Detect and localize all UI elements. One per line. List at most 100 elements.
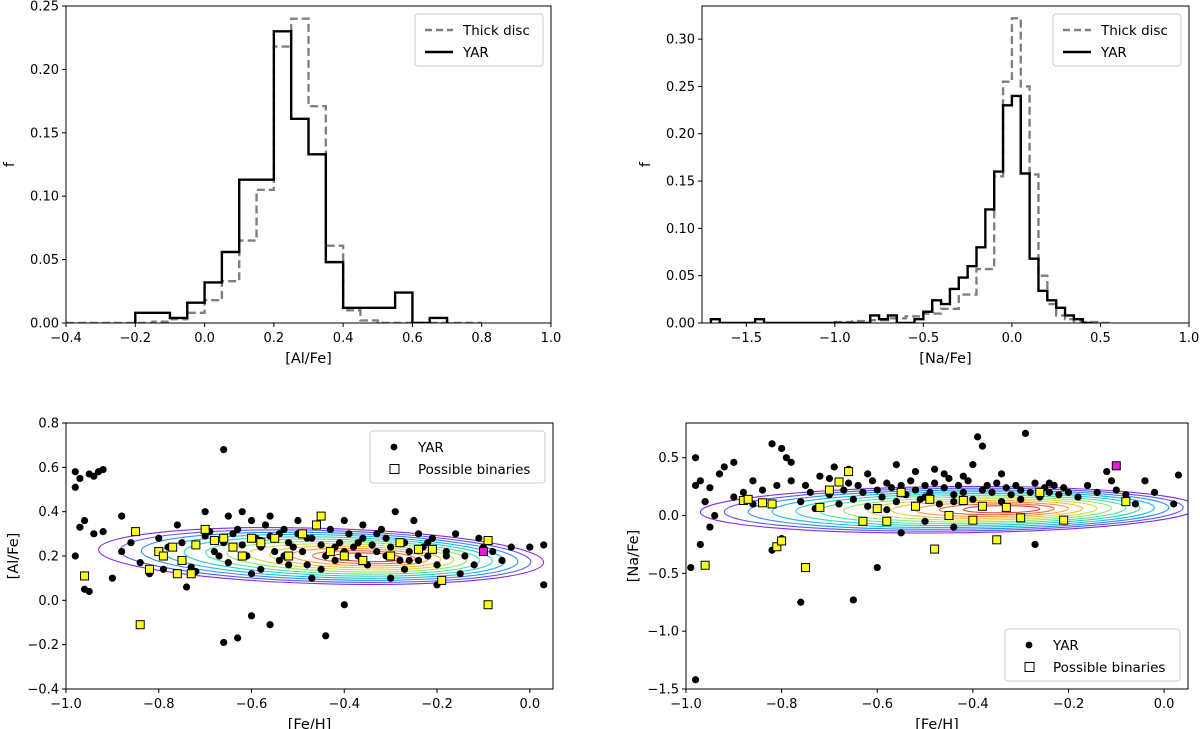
yar-point [691, 454, 700, 462]
binary-point [930, 544, 940, 554]
yar-point [247, 612, 256, 620]
yar-point [997, 470, 1006, 478]
yar-point [954, 481, 963, 490]
y-tick-label: 0.6 [38, 461, 59, 476]
yar-point [940, 484, 948, 492]
yar-point [159, 565, 167, 573]
yar-point [864, 470, 872, 478]
highlight-point [478, 547, 488, 557]
yar-point [868, 477, 877, 485]
yar-point [974, 433, 982, 441]
yar-point [749, 477, 757, 485]
x-tick-label: 0.0 [519, 697, 540, 712]
binary-point [177, 555, 187, 565]
yar-point [830, 463, 838, 471]
yar-point [940, 470, 948, 478]
yar-point [294, 516, 302, 525]
legend-box [369, 430, 546, 484]
x-tick-label: 0.0 [194, 331, 215, 346]
binary-point [325, 547, 335, 557]
panel-na-histogram: −1.5 −1.0 −0.5 0.0 0.5 1.0 0.00 0.05 0.10 0.15 0.2… [638, 5, 1199, 367]
binary-point [339, 551, 349, 561]
y-tick-label: −1.5 [647, 683, 679, 698]
yar-point [797, 598, 805, 606]
binary-point [743, 494, 753, 504]
x-tick-label: −0.6 [861, 697, 893, 712]
yar-point [801, 481, 810, 490]
y-tick-label: 0.20 [666, 127, 695, 142]
yar-point [80, 516, 89, 525]
x-tick-label: −0.2 [1053, 697, 1085, 712]
binary-point [700, 560, 710, 570]
y-tick-label: 0.00 [666, 317, 695, 332]
binary-point [247, 533, 257, 543]
x-axis-label: [Al/Fe] [285, 351, 332, 367]
legend-marker [390, 443, 398, 451]
binary-point [824, 485, 834, 495]
binary-point [483, 600, 493, 610]
x-tick-label: 0.0 [1154, 697, 1175, 712]
yar-point [540, 581, 548, 589]
histogram-step-thick-disc [66, 17, 482, 323]
yar-point [215, 552, 223, 560]
yar-point [400, 565, 409, 573]
binary-point [777, 536, 787, 546]
plot-frame [65, 5, 552, 324]
x-tick-label: 0.4 [333, 331, 354, 346]
yar-point [238, 541, 246, 549]
binary-point [80, 571, 90, 581]
y-tick-label: 0.15 [666, 175, 695, 190]
yar-point [921, 517, 929, 525]
yar-point [178, 539, 186, 547]
yar-point [220, 638, 228, 647]
binary-point [131, 527, 141, 537]
binary-point [270, 533, 280, 543]
yar-point [118, 512, 126, 520]
x-tick-label: −0.8 [766, 697, 798, 712]
yar-point [1055, 491, 1063, 499]
yar-point [201, 508, 209, 516]
yar-point [377, 525, 385, 534]
yar-point [1064, 488, 1073, 496]
yar-point [849, 495, 857, 503]
binary-point [284, 551, 294, 561]
legend-label: YAR [1100, 45, 1127, 61]
yar-point [715, 470, 724, 478]
binary-point [311, 520, 321, 530]
binary-point [144, 564, 154, 574]
y-tick-label: 0.10 [30, 190, 59, 205]
yar-point [90, 472, 98, 480]
yar-point [950, 523, 958, 531]
yar-point [410, 516, 418, 525]
histogram-step-yar [134, 30, 449, 323]
binary-point [968, 515, 978, 525]
contour-level [938, 503, 1055, 516]
yar-point [844, 479, 853, 487]
binary-point [298, 529, 308, 539]
x-tick-label: −1.0 [50, 697, 82, 712]
y-tick-label: 0.5 [658, 451, 679, 466]
yar-points [687, 429, 1183, 684]
legend: Thick disc YAR [414, 13, 544, 67]
binary-point [1059, 515, 1069, 525]
yar-point [317, 565, 325, 573]
yar-point [424, 552, 432, 560]
x-tick-label: −0.6 [236, 697, 268, 712]
binary-point [992, 535, 1002, 545]
yar-point [99, 465, 107, 474]
yar-point [787, 477, 795, 485]
binary-point [925, 494, 935, 504]
yar-point [859, 488, 867, 496]
yar-point [1017, 486, 1025, 494]
yar-point [461, 552, 469, 560]
legend-label: YAR [462, 45, 489, 61]
y-tick-label: 0.4 [38, 505, 59, 520]
legend: Thick disc YAR [1052, 13, 1182, 67]
yar-point [155, 534, 163, 542]
binary-point [1016, 513, 1026, 523]
highlight-point [1111, 461, 1121, 471]
yar-point [706, 523, 714, 531]
yar-point [873, 486, 881, 494]
yar-point [1012, 481, 1020, 490]
yar-point [340, 516, 348, 525]
